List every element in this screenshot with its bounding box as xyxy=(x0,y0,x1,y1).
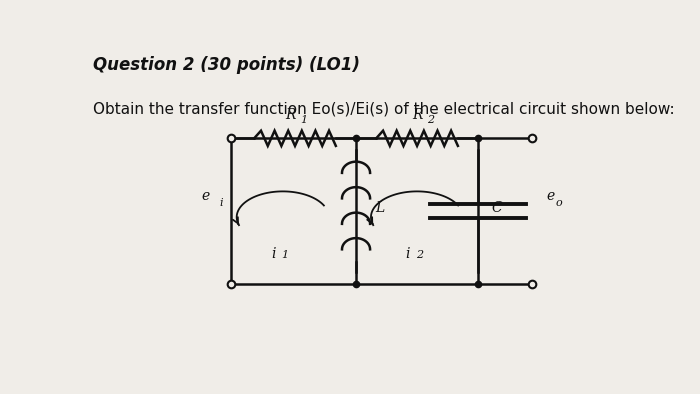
Text: L: L xyxy=(375,201,384,215)
Text: Question 2 (30 points) (LO1): Question 2 (30 points) (LO1) xyxy=(93,56,360,74)
Text: 1: 1 xyxy=(281,251,289,260)
Text: C: C xyxy=(491,201,503,215)
Text: Obtain the transfer function Eo(s)/Ei(s) of the electrical circuit shown below:: Obtain the transfer function Eo(s)/Ei(s)… xyxy=(93,102,675,117)
Text: i: i xyxy=(272,247,276,261)
Text: e: e xyxy=(202,189,209,203)
Text: e: e xyxy=(546,189,554,203)
Text: R: R xyxy=(412,108,422,122)
Text: o: o xyxy=(556,198,562,208)
Text: i: i xyxy=(219,198,223,208)
Text: 2: 2 xyxy=(427,115,434,125)
Text: 1: 1 xyxy=(301,115,308,125)
Text: 2: 2 xyxy=(416,251,423,260)
Text: R: R xyxy=(286,108,296,122)
Text: i: i xyxy=(405,247,410,261)
